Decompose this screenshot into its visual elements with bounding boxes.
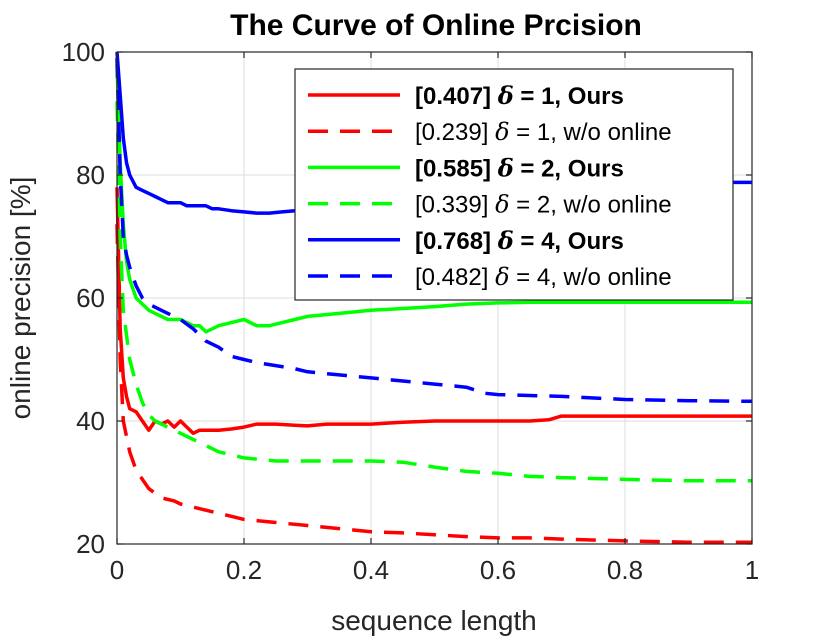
y-tick-label: 100 — [62, 37, 105, 67]
legend: [0.407] δ = 1, Ours [0.239] δ = 1, w/o on… — [294, 68, 734, 301]
y-tick-label: 60 — [76, 283, 105, 313]
chart-title: The Curve of Online Prcision — [230, 9, 642, 42]
series-line-0 — [115, 187, 752, 436]
series-line-3 — [115, 101, 752, 483]
series-line-5 — [115, 58, 753, 404]
x-tick-label: 0.6 — [480, 555, 516, 585]
y-tick-label: 80 — [76, 160, 105, 190]
x-tick-label: 1 — [745, 555, 759, 585]
legend-label-4: [0.768] δ = 4, Ours — [415, 226, 624, 255]
x-axis-label: sequence length — [331, 605, 537, 636]
y-tick-label: 40 — [76, 406, 105, 436]
legend-label-5: [0.482] δ = 4, w/o online — [415, 263, 672, 291]
legend-label-0: [0.407] δ = 1, Ours — [415, 81, 624, 110]
series-lines — [115, 51, 753, 544]
y-tick-label: 20 — [76, 529, 105, 559]
series-line-4 — [115, 51, 295, 215]
x-tick-label: 0.2 — [226, 555, 262, 585]
legend-label-3: [0.339] δ = 2, w/o online — [415, 191, 672, 219]
legend-label-1: [0.239] δ = 1, w/o online — [415, 118, 672, 146]
x-tick-label: 0.8 — [607, 555, 643, 585]
y-axis-label: online precision [%] — [5, 177, 36, 420]
tick-labels: 0 0.2 0.4 0.6 0.8 1 20 40 60 80 100 — [62, 37, 760, 585]
series-line-2 — [115, 64, 752, 334]
legend-box — [294, 68, 734, 301]
series-line-1 — [115, 224, 752, 544]
x-tick-label: 0.4 — [353, 555, 389, 585]
legend-label-2: [0.585] δ = 2, Ours — [415, 153, 624, 182]
x-tick-label: 0 — [110, 555, 124, 585]
